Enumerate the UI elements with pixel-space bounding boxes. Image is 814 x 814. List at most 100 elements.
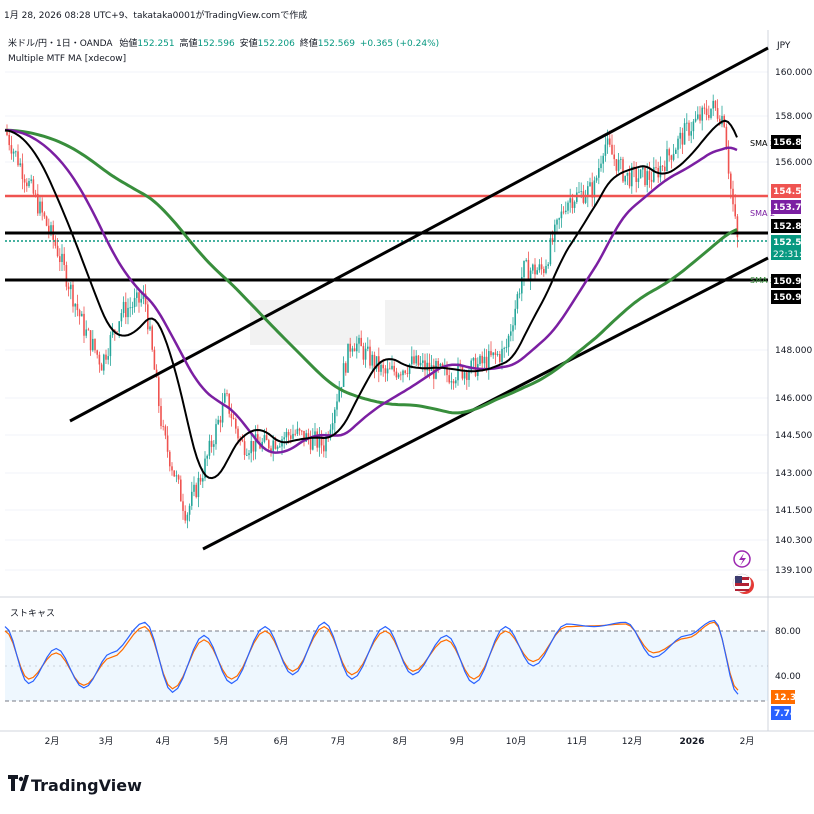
candle-body[interactable] <box>323 445 325 452</box>
candle-body[interactable] <box>382 364 384 369</box>
candle-body[interactable] <box>109 335 112 357</box>
candle-body[interactable] <box>415 355 417 364</box>
candle-body[interactable] <box>373 354 376 369</box>
candle-body[interactable] <box>17 151 19 166</box>
candle-body[interactable] <box>395 371 398 378</box>
candle-body[interactable] <box>32 179 35 194</box>
candle-body[interactable] <box>296 428 299 434</box>
candle-body[interactable] <box>199 477 202 482</box>
candle-body[interactable] <box>688 122 690 136</box>
candle-body[interactable] <box>177 475 180 480</box>
candle-body[interactable] <box>551 238 554 242</box>
candle-body[interactable] <box>237 428 239 439</box>
candle-body[interactable] <box>393 365 395 372</box>
candle-body[interactable] <box>353 348 356 352</box>
candle-body[interactable] <box>466 372 468 380</box>
candle-body[interactable] <box>309 438 312 450</box>
candle-body[interactable] <box>677 138 679 150</box>
candle-body[interactable] <box>708 114 710 118</box>
candle-body[interactable] <box>347 343 349 373</box>
candle-body[interactable] <box>241 439 244 442</box>
candle-body[interactable] <box>158 377 160 407</box>
candle-body[interactable] <box>527 259 530 281</box>
candle-body[interactable] <box>642 167 644 170</box>
candle-body[interactable] <box>204 458 206 479</box>
candle-body[interactable] <box>670 155 673 160</box>
candle-body[interactable] <box>345 363 347 373</box>
candle-body[interactable] <box>314 431 316 437</box>
candle-body[interactable] <box>12 151 15 154</box>
candle-body[interactable] <box>653 167 655 182</box>
candle-body[interactable] <box>450 381 453 383</box>
candle-body[interactable] <box>516 294 519 309</box>
candle-body[interactable] <box>37 193 39 214</box>
candle-body[interactable] <box>646 171 648 186</box>
candle-body[interactable] <box>679 132 681 139</box>
symbol-name[interactable]: 米ドル/円・1日・OANDA <box>8 39 113 49</box>
candle-body[interactable] <box>560 211 563 219</box>
candle-body[interactable] <box>15 151 17 153</box>
candle-body[interactable] <box>175 475 178 477</box>
candle-body[interactable] <box>23 179 26 183</box>
candle-body[interactable] <box>501 348 503 362</box>
candle-body[interactable] <box>389 368 391 370</box>
candle-body[interactable] <box>63 253 65 266</box>
candle-body[interactable] <box>171 466 173 471</box>
candle-body[interactable] <box>659 165 662 178</box>
candle-body[interactable] <box>455 380 457 384</box>
candle-body[interactable] <box>655 167 657 169</box>
candle-body[interactable] <box>195 484 197 498</box>
candle-body[interactable] <box>507 335 510 348</box>
candle-body[interactable] <box>514 308 516 326</box>
candle-body[interactable] <box>461 365 464 379</box>
candle-body[interactable] <box>474 357 477 376</box>
candle-body[interactable] <box>193 484 195 492</box>
candle-body[interactable] <box>668 149 670 156</box>
candle-body[interactable] <box>67 286 70 290</box>
candle-body[interactable] <box>265 435 268 441</box>
us-flag-icon[interactable] <box>732 573 754 594</box>
candle-body[interactable] <box>730 173 732 189</box>
candle-body[interactable] <box>325 435 327 452</box>
candle-body[interactable] <box>111 329 114 336</box>
candle-body[interactable] <box>290 435 292 439</box>
candle-body[interactable] <box>166 435 169 452</box>
candle-body[interactable] <box>285 431 288 438</box>
candle-body[interactable] <box>690 131 692 136</box>
candle-body[interactable] <box>532 264 534 271</box>
candle-body[interactable] <box>505 347 508 349</box>
candle-body[interactable] <box>160 406 162 427</box>
candle-body[interactable] <box>521 277 523 294</box>
candle-body[interactable] <box>648 171 651 180</box>
indicator-legend[interactable]: Multiple MTF MA [xdecow] <box>8 54 127 64</box>
candle-body[interactable] <box>701 107 703 121</box>
candle-body[interactable] <box>565 210 567 212</box>
candle-body[interactable] <box>151 326 153 350</box>
candle-body[interactable] <box>351 348 354 352</box>
candle-body[interactable] <box>699 114 701 121</box>
candle-body[interactable] <box>56 245 59 257</box>
candle-body[interactable] <box>30 179 32 181</box>
candle-body[interactable] <box>672 153 675 160</box>
candle-body[interactable] <box>191 491 193 506</box>
candle-body[interactable] <box>604 144 607 156</box>
candle-body[interactable] <box>142 293 145 299</box>
candle-body[interactable] <box>426 362 428 371</box>
candle-body[interactable] <box>609 138 611 145</box>
candle-body[interactable] <box>499 354 501 362</box>
candle-body[interactable] <box>254 434 257 452</box>
candle-body[interactable] <box>571 198 574 208</box>
candle-body[interactable] <box>725 126 728 150</box>
candle-body[interactable] <box>72 284 74 307</box>
candle-body[interactable] <box>644 167 646 186</box>
candle-body[interactable] <box>545 265 547 273</box>
candle-body[interactable] <box>136 292 138 298</box>
candle-body[interactable] <box>272 440 274 452</box>
candle-body[interactable] <box>131 307 134 308</box>
candle-body[interactable] <box>43 212 46 217</box>
candle-body[interactable] <box>336 401 338 410</box>
candle-body[interactable] <box>107 356 109 360</box>
candle-body[interactable] <box>147 304 149 330</box>
candle-body[interactable] <box>74 303 76 307</box>
